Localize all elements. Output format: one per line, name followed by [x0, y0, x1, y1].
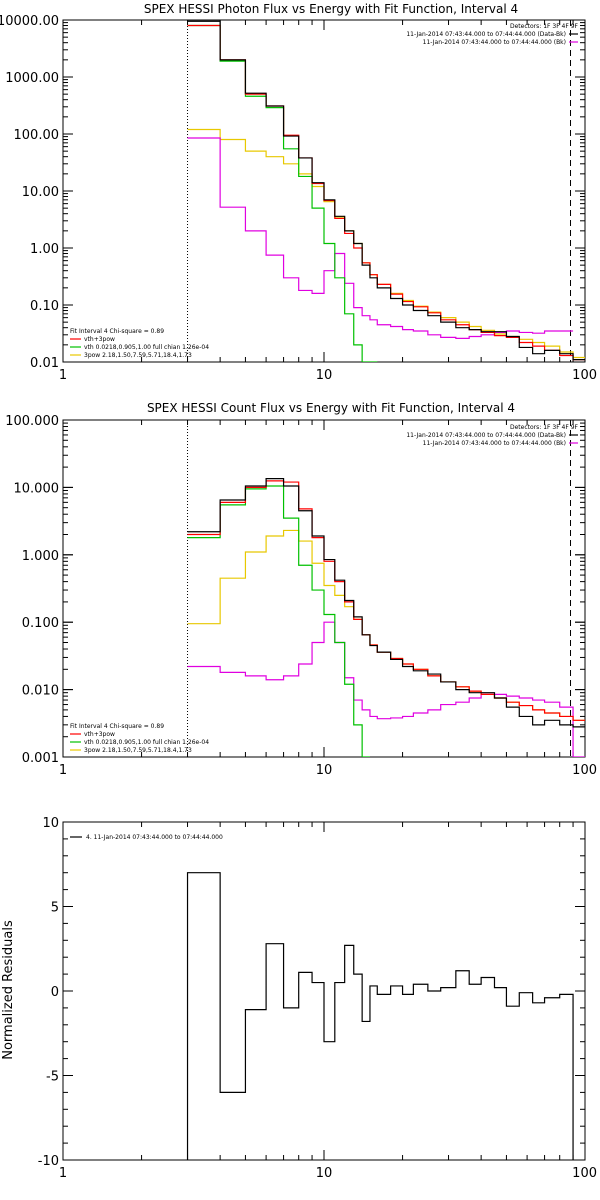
- count-legend-data-bk: 11-Jan-2014 07:43:44.000 to 07:44:44.000…: [406, 432, 566, 439]
- photon-legend-vth: vth 0.0218,0.905,1.00 full chian 1.26e-0…: [84, 344, 209, 351]
- count-flux-panel: SPEX HESSI Count Flux vs Energy with Fit…: [5, 401, 597, 778]
- photon-ytick-label: 10000.00: [0, 14, 59, 29]
- count-xtick-label: 10: [316, 763, 333, 778]
- count-legend-total-fit: vth+3pow: [84, 731, 115, 738]
- photon-series-bk: [187, 137, 574, 339]
- count-ytick-label: 0.001: [22, 751, 59, 766]
- photon-series-data-bk: [187, 20, 585, 361]
- count-xtick-label: 1: [59, 763, 67, 778]
- photon-ytick-label: 0.01: [30, 356, 59, 371]
- count-ytick-label: 10.000: [14, 481, 60, 496]
- residuals-ytick-label: 10: [42, 816, 59, 831]
- photon-legend-data-bk: 11-Jan-2014 07:43:44.000 to 07:44:44.000…: [406, 31, 566, 38]
- count-legend-fit-interval: Fit Interval 4 Chi-square = 0.89: [70, 723, 164, 730]
- count-flux-title: SPEX HESSI Count Flux vs Energy with Fit…: [147, 401, 515, 415]
- residuals-ytick-label: -10: [38, 1154, 59, 1169]
- photon-ytick-label: 1.00: [30, 242, 59, 257]
- residuals-ytick-label: 0: [51, 985, 59, 1000]
- photon-legend-top: Detectors: 1F 3F 4F 9F 11-Jan-2014 07:43…: [406, 23, 578, 46]
- count-legend-3pow: 3pow 2.18,1.50,7.59,5.71,18.4,1.73: [84, 747, 192, 754]
- photon-series-vth-3pow: [187, 24, 585, 361]
- photon-xtick-label: 1: [59, 368, 67, 383]
- count-series-3pow: [187, 529, 585, 721]
- photon-legend-fit-interval: Fit Interval 4 Chi-square = 0.89: [70, 328, 164, 335]
- photon-ytick-label: 0.10: [30, 299, 59, 314]
- residuals-xtick-label: 10: [316, 1166, 333, 1181]
- residuals-panel: Normalized Residuals 4. 11-Jan-2014 07:4…: [1, 816, 597, 1181]
- photon-legend-bottom: Fit Interval 4 Chi-square = 0.89 vth+3po…: [70, 328, 209, 359]
- photon-ytick-label: 1000.00: [5, 71, 59, 86]
- count-ytick-label: 0.100: [22, 616, 59, 631]
- residuals-xtick-label: 100: [572, 1166, 597, 1181]
- photon-series-3pow: [187, 128, 585, 359]
- photon-legend-3pow: 3pow 2.18,1.50,7.59,5.71,18.4,1.73: [84, 352, 192, 359]
- count-legend-vth: vth 0.0218,0.905,1.00 full chian 1.26e-0…: [84, 739, 209, 746]
- count-ytick-label: 0.010: [22, 684, 59, 699]
- residuals-xtick-label: 1: [59, 1166, 67, 1181]
- photon-flux-panel: SPEX HESSI Photon Flux vs Energy with Fi…: [0, 2, 597, 383]
- photon-legend-detectors: Detectors: 1F 3F 4F 9F: [510, 23, 579, 30]
- count-legend-detectors: Detectors: 1F 3F 4F 9F: [510, 424, 579, 431]
- photon-ytick-label: 100.00: [14, 128, 60, 143]
- photon-xtick-label: 10: [316, 368, 333, 383]
- residuals-ytick-label: -5: [46, 1070, 59, 1085]
- count-legend-bottom: Fit Interval 4 Chi-square = 0.89 vth+3po…: [70, 723, 209, 754]
- count-series-data-bk: [187, 478, 585, 728]
- count-ytick-label: 100.000: [5, 414, 59, 429]
- count-xtick-label: 100: [572, 763, 597, 778]
- residuals-ylabel: Normalized Residuals: [1, 920, 16, 1060]
- photon-ytick-label: 10.00: [22, 185, 59, 200]
- photon-series-vth: [187, 24, 378, 362]
- residuals-series-residuals: [186, 872, 574, 1160]
- count-legend-bk: 11-Jan-2014 07:43:44.000 to 07:44:44.000…: [423, 440, 566, 447]
- count-ytick-label: 1.000: [22, 549, 59, 564]
- residuals-ytick-label: 5: [51, 901, 59, 916]
- count-series-bk: [187, 621, 585, 757]
- count-series-vth: [187, 485, 370, 757]
- residuals-legend-entry: 4. 11-Jan-2014 07:43:44.000 to 07:44:44.…: [86, 834, 223, 841]
- count-legend-top: Detectors: 1F 3F 4F 9F 11-Jan-2014 07:43…: [406, 424, 578, 447]
- photon-flux-title: SPEX HESSI Photon Flux vs Energy with Fi…: [144, 2, 518, 16]
- residuals-legend: 4. 11-Jan-2014 07:43:44.000 to 07:44:44.…: [86, 834, 223, 841]
- count-series-vth-3pow: [187, 480, 585, 721]
- photon-xtick-label: 100: [572, 368, 597, 383]
- photon-legend-bk: 11-Jan-2014 07:43:44.000 to 07:44:44.000…: [423, 39, 566, 46]
- photon-legend-total-fit: vth+3pow: [84, 336, 115, 343]
